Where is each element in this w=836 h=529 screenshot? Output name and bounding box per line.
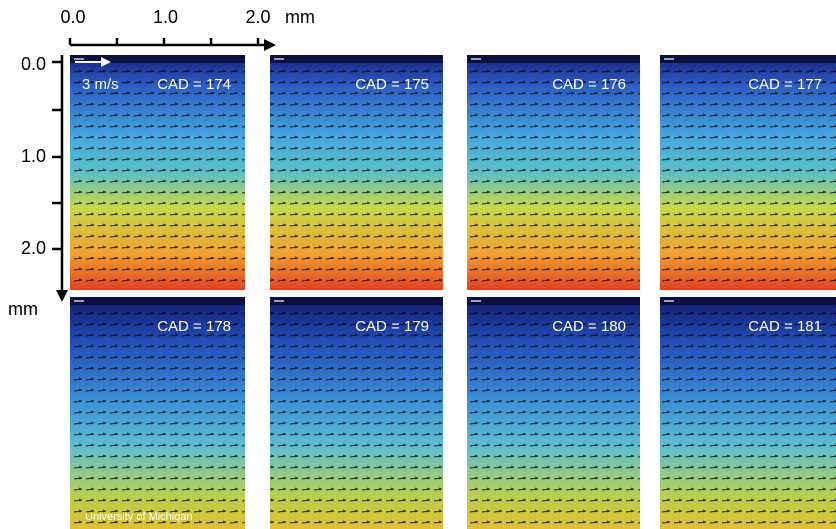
y-tick-label: 2.0 xyxy=(21,238,46,258)
panel-label: CAD = 178 xyxy=(157,318,231,335)
velocity-vectors xyxy=(270,63,443,290)
x-tick-label: 0.0 xyxy=(60,7,85,27)
panel-label: CAD = 179 xyxy=(355,318,429,335)
x-tick-label: 2.0 xyxy=(245,7,270,27)
scale-label: 3 m/s xyxy=(82,76,119,93)
panel-label: CAD = 174 xyxy=(157,76,231,93)
credit: University of Michigan xyxy=(85,511,193,523)
top-band xyxy=(660,55,836,63)
top-band xyxy=(467,55,640,63)
y-tick-label: 0.0 xyxy=(21,54,46,74)
panel-label: CAD = 180 xyxy=(552,318,626,335)
panel-label: CAD = 177 xyxy=(748,76,822,93)
top-band xyxy=(467,297,640,305)
x-axis-arrow xyxy=(264,39,276,51)
y-unit: mm xyxy=(8,299,38,319)
velocity-vectors xyxy=(660,63,836,290)
x-tick-label: 1.0 xyxy=(153,7,178,27)
scale-arrow-head xyxy=(101,57,111,67)
x-unit: mm xyxy=(285,7,315,27)
velocity-vectors xyxy=(70,63,245,290)
top-band xyxy=(70,55,245,63)
top-band xyxy=(270,297,443,305)
panel-label: CAD = 175 xyxy=(355,76,429,93)
panel-label: CAD = 181 xyxy=(748,318,822,335)
y-axis-arrow xyxy=(56,290,68,302)
y-tick-label: 1.0 xyxy=(21,146,46,166)
velocity-vectors xyxy=(660,305,836,529)
panel-label: CAD = 176 xyxy=(552,76,626,93)
velocity-vectors xyxy=(467,305,640,529)
velocity-vectors xyxy=(270,305,443,529)
velocity-vectors xyxy=(467,63,640,290)
velocity-vectors xyxy=(70,305,245,529)
top-band xyxy=(660,297,836,305)
top-band xyxy=(270,55,443,63)
top-band xyxy=(70,297,245,305)
